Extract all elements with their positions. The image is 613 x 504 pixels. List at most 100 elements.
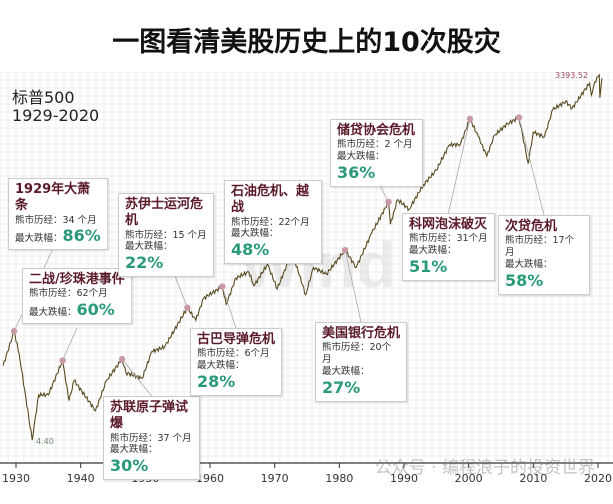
event-duration: 熊市历经：2 个月 [337,139,416,151]
drop-label: 最大跌幅： [409,245,457,257]
event-duration: 熊市历经：6个月 [197,348,275,360]
drop-label: 最大跌幅： [197,360,245,372]
event-drop: 最大跌幅：27% [322,366,400,398]
x-tick-label: 2000 [455,472,483,485]
event-name: 古巴导弹危机 [197,332,276,347]
drop-label: 最大跌幅： [29,307,77,319]
duration-value: 62个月 [76,288,108,300]
event-marker [59,357,66,364]
drop-value: 51% [409,257,448,276]
event-drop: 最大跌幅：36% [337,151,416,183]
duration-label: 熊市历经： [231,216,279,228]
high-label: 3393.52 [555,72,588,80]
event-marker [219,283,226,290]
event-drop: 最大跌幅：86% [15,226,101,246]
period-label: 1929-2020 [12,106,100,125]
event-drop: 最大跌幅：30% [110,444,193,476]
low-label: 4.40 [36,437,54,446]
event-duration: 熊市历经：15 个月 [125,230,207,242]
drop-label: 最大跌幅： [110,444,158,456]
event-box: 古巴导弹危机 熊市历经：6个月 最大跌幅：28% [190,328,282,396]
drop-value: 36% [337,163,376,182]
event-box: 次贷危机 熊市历经：17个月 最大跌幅：58% [498,215,590,295]
duration-value: 31个月 [456,233,488,245]
event-duration: 熊市历经：22个月 [231,217,315,229]
event-duration: 熊市历经：62个月 [29,288,125,300]
event-box: 二战/珍珠港事件 熊市历经：62个月 最大跌幅：60% [22,268,132,325]
event-duration: 熊市历经：20个月 [322,342,400,366]
drop-value: 58% [505,270,544,290]
price-line [2,73,603,441]
event-duration: 熊市历经：37 个月 [110,433,193,445]
duration-label: 熊市历经： [125,229,173,241]
event-marker [466,115,474,123]
drop-label: 最大跌幅： [15,233,63,245]
x-tick-label: 1990 [390,472,418,485]
event-box: 1929年大萧条 熊市历经：34 个月 最大跌幅：86% [8,178,108,251]
drop-value: 27% [322,377,361,397]
event-name: 科网泡沫破灭 [409,217,488,232]
index-name: 标普500 [12,88,75,107]
event-marker [10,328,18,335]
duration-value: 37 个月 [157,432,192,444]
event-name: 次贷危机 [505,219,558,234]
drop-label: 最大跌幅： [505,259,553,270]
event-box: 美国银行危机 熊市历经：20个月 最大跌幅：27% [315,322,407,402]
event-box: 石油危机、越战 熊市历经：22个月 最大跌幅：48% [224,180,322,265]
x-tick-label: 1980 [325,472,353,485]
drop-label: 最大跌幅： [125,241,173,253]
event-drop: 最大跌幅：58% [505,259,583,291]
drop-label: 最大跌幅： [322,366,370,377]
x-tick-label: 1930 [2,472,30,485]
x-tick-label: 2020 [584,472,612,485]
event-marker [515,114,523,121]
x-tick-label: 2010 [519,472,547,485]
duration-value: 2 个月 [384,139,413,151]
event-leader-line [344,249,362,323]
drop-value: 86% [62,226,101,246]
duration-label: 熊市历经： [197,348,245,360]
drop-value: 28% [197,372,236,391]
event-marker [385,198,392,206]
x-tick-label: 1940 [67,472,95,485]
duration-label: 熊市历经： [29,288,77,300]
duration-value: 34 个月 [62,214,97,226]
event-name: 储贷协会危机 [337,123,416,138]
event-name: 苏联原子弹试爆 [110,400,189,432]
duration-label: 熊市历经： [110,432,158,444]
event-name: 美国银行危机 [322,326,401,341]
duration-value: 20个月 [322,342,392,366]
event-leader-line [518,117,545,216]
duration-label: 熊市历经： [15,214,63,226]
event-duration: 熊市历经：34 个月 [15,215,101,227]
event-drop: 最大跌幅：22% [125,241,207,273]
drop-label: 最大跌幅： [337,151,385,163]
event-marker [341,246,349,254]
event-box: 苏伊士运河危机 熊市历经：15 个月 最大跌幅：22% [118,193,214,278]
drop-value: 60% [76,300,115,320]
event-name: 苏伊士运河危机 [125,197,204,229]
event-leader-line [221,286,237,329]
event-box: 科网泡沫破灭 熊市历经：31个月 最大跌幅：51% [402,213,495,281]
duration-value: 22个月 [278,216,310,228]
duration-value: 15 个月 [172,229,207,241]
duration-label: 熊市历经： [409,233,457,245]
drop-label: 最大跌幅： [231,228,279,240]
event-name: 石油危机、越战 [231,184,310,216]
event-name: 二战/珍珠港事件 [29,272,125,287]
event-leader-line [121,358,152,397]
x-tick-label: 1970 [261,472,289,485]
duration-value: 17个月 [505,235,575,259]
duration-label: 熊市历经： [337,139,385,151]
duration-label: 熊市历经： [505,235,553,247]
event-drop: 最大跌幅：48% [231,228,315,260]
drop-value: 30% [110,456,149,476]
event-drop: 最大跌幅：28% [197,360,275,392]
event-drop: 最大跌幅：51% [409,245,488,277]
event-leader-line [62,327,78,361]
drop-value: 48% [231,240,270,260]
drop-value: 22% [125,253,164,273]
chart-title: 一图看清美股历史上的10次股灾 [112,27,501,58]
event-drop: 最大跌幅：60% [29,300,125,320]
duration-value: 6个月 [244,348,270,360]
